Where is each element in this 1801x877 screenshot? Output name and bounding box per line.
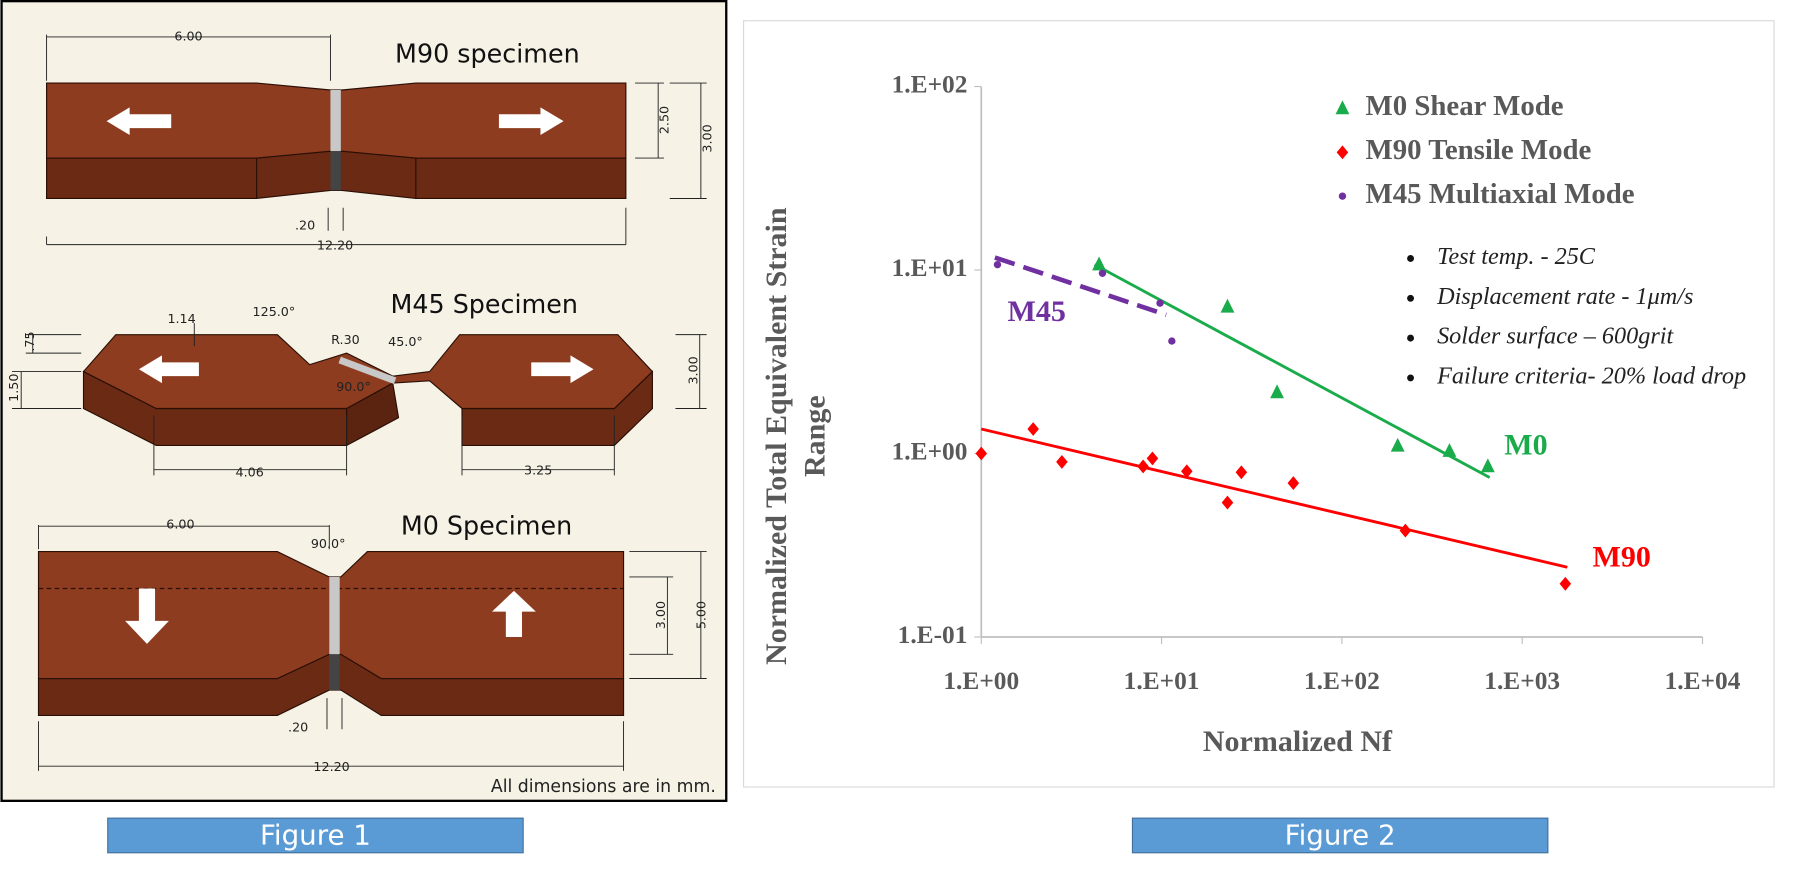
marker — [1221, 495, 1234, 510]
marker — [1098, 269, 1107, 277]
marker — [993, 260, 1002, 269]
trend-label: M90 — [1593, 541, 1651, 574]
specimen-title: M45 Specimen — [390, 289, 577, 319]
note: Solder surface – 600grit — [1437, 323, 1674, 350]
legend-marker — [1338, 192, 1347, 200]
x-tick-label: 1.E+02 — [1304, 667, 1380, 695]
note: Failure criteria- 20% load drop — [1436, 362, 1746, 389]
y-tick-label: 1.E-01 — [898, 621, 968, 649]
caption-box — [1131, 817, 1549, 854]
dimension: R.30 — [331, 332, 360, 347]
legend-label: M0 Shear Mode — [1366, 90, 1564, 122]
marker — [1027, 422, 1039, 436]
x-axis-title: Normalized Nf — [1203, 725, 1393, 758]
dimension: 1.14 — [167, 311, 195, 326]
marker — [1137, 459, 1149, 474]
x-tick-label: 1.E+04 — [1665, 667, 1741, 695]
legend-label: M90 Tensile Mode — [1366, 134, 1592, 166]
legend-marker — [1336, 145, 1349, 160]
dimension: 90.0° — [311, 536, 346, 551]
dimension: 6.00 — [174, 28, 202, 43]
dimension: 12.20 — [317, 237, 353, 252]
caption: Figure 1 — [260, 819, 371, 852]
m0-specimen — [37, 525, 707, 771]
dimension: 3.25 — [524, 462, 552, 477]
caption: Figure 2 — [1285, 819, 1396, 852]
dimension: 3.00 — [685, 356, 700, 384]
trend-line — [980, 427, 1568, 569]
dimension: .20 — [288, 720, 308, 735]
marker — [1146, 451, 1159, 466]
m90-specimen — [46, 34, 707, 246]
x-tick-label: 1.E+01 — [1124, 667, 1200, 695]
dimension: 1.50 — [6, 374, 21, 402]
y-tick-label: 1.E+01 — [892, 254, 968, 282]
y-axis-title: Normalized Total Equivalent Strain — [760, 207, 793, 665]
legend-label: M45 Multiaxial Mode — [1366, 178, 1635, 210]
trend-line — [994, 255, 1167, 318]
marker — [1270, 384, 1284, 399]
marker — [1156, 299, 1164, 307]
bullet — [1407, 294, 1415, 302]
dimension: 3.00 — [699, 124, 714, 152]
dimension: .20 — [295, 218, 315, 233]
legend-marker — [1335, 100, 1350, 115]
specimen-title: M90 specimen — [395, 38, 580, 68]
marker — [1390, 437, 1405, 452]
dimension: 4.06 — [236, 465, 264, 480]
marker — [1092, 256, 1106, 271]
dimension: 2.50 — [657, 106, 672, 134]
trend-label: M45 — [1008, 295, 1066, 328]
bullet — [1407, 255, 1415, 262]
trend-label: M0 — [1504, 429, 1547, 462]
y-tick-label: 1.E+00 — [892, 437, 968, 465]
dimension: 5.00 — [694, 601, 709, 629]
marker — [1559, 576, 1572, 591]
marker — [1235, 465, 1248, 480]
y-tick-label: 1.E+02 — [892, 70, 968, 98]
bullet — [1407, 334, 1415, 342]
marker — [1181, 464, 1193, 479]
dimension: 3.00 — [653, 601, 668, 629]
dimension: 125.0° — [253, 304, 296, 319]
note: Test temp. - 25C — [1437, 243, 1596, 270]
m45-specimen — [11, 323, 707, 476]
marker — [1399, 523, 1412, 538]
y-axis-title: Range — [798, 395, 831, 477]
note: Displacement rate - 1μm/s — [1436, 283, 1693, 310]
dimension: 12.20 — [313, 759, 349, 774]
units-note: All dimensions are in mm. — [491, 777, 716, 797]
dimension: 6.00 — [166, 517, 194, 532]
marker — [1168, 337, 1176, 345]
specimen-title: M0 Specimen — [401, 510, 572, 540]
caption-box — [107, 817, 524, 854]
marker — [1287, 476, 1300, 490]
marker — [1480, 458, 1495, 473]
x-tick-label: 1.E+00 — [943, 667, 1019, 695]
bullet — [1407, 374, 1415, 382]
x-tick-label: 1.E+03 — [1484, 667, 1560, 695]
marker — [975, 446, 988, 461]
marker — [1056, 454, 1068, 469]
dimension: .75 — [22, 331, 37, 351]
marker — [1220, 298, 1235, 313]
dimension: 90.0° — [336, 379, 371, 394]
dimension: 45.0° — [388, 334, 423, 349]
marker — [1442, 443, 1457, 457]
figure2-frame — [742, 20, 1775, 788]
